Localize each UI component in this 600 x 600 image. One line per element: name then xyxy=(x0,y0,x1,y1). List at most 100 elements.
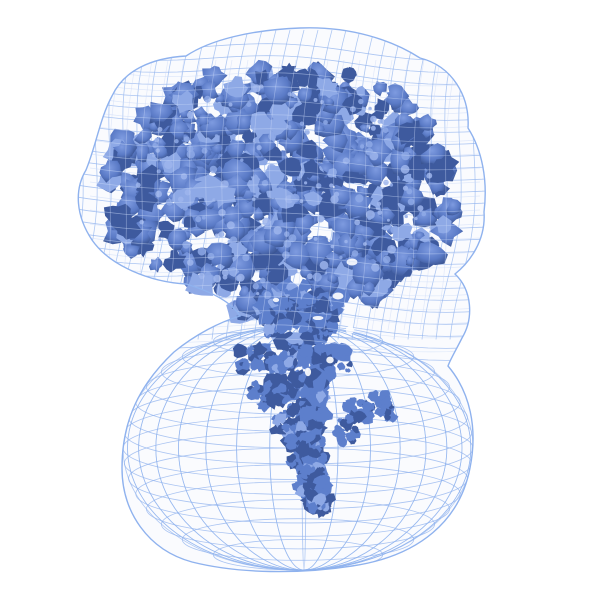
density-lobe xyxy=(381,186,392,198)
density-highlight xyxy=(304,129,310,135)
density-lobe xyxy=(308,450,314,458)
density-lobe xyxy=(419,113,437,131)
density-lobe xyxy=(384,413,392,421)
density-highlight xyxy=(156,169,161,174)
density-lobe xyxy=(194,208,225,231)
density-highlight xyxy=(184,189,191,196)
mesh-front-column-line xyxy=(435,59,457,331)
density-highlight xyxy=(252,84,261,93)
density-highlight xyxy=(367,215,372,221)
density-lobe xyxy=(356,85,365,96)
density-highlight xyxy=(406,188,413,195)
density-lobe xyxy=(366,402,376,412)
density-lobe xyxy=(354,410,367,424)
density-highlight xyxy=(209,165,218,174)
density-lobe xyxy=(386,170,398,185)
density-lobe xyxy=(379,278,392,292)
mesh-front-row-line xyxy=(89,209,481,227)
density-highlight xyxy=(252,283,259,290)
density-lobe xyxy=(253,383,261,391)
density-lobe xyxy=(297,87,313,103)
mesh-front-row-line xyxy=(89,167,481,185)
density-highlight xyxy=(183,136,190,143)
density-lobe xyxy=(337,417,343,423)
density-highlight xyxy=(288,234,297,243)
mesh-front-column-line xyxy=(323,59,345,331)
density-lobe xyxy=(334,427,340,433)
density-lobe xyxy=(285,332,305,346)
density-lobe xyxy=(263,394,278,410)
density-void xyxy=(332,292,344,300)
density-highlight xyxy=(360,144,365,149)
mesh-front-column-line xyxy=(243,59,265,331)
density-lobe xyxy=(269,422,288,435)
density-highlight xyxy=(330,244,334,249)
density-lobe xyxy=(295,213,315,236)
density-lobe xyxy=(268,354,277,364)
density-lobe xyxy=(327,168,337,179)
density-highlight xyxy=(240,158,244,162)
density-lobe xyxy=(305,356,312,365)
density-lobe xyxy=(327,272,338,284)
density-lobe xyxy=(272,187,297,209)
mesh-front-row-line xyxy=(89,139,481,157)
mesh-front-column-line xyxy=(355,59,377,331)
mesh-column-line xyxy=(421,29,459,340)
mesh-front-row-line xyxy=(89,153,481,171)
density-lobe xyxy=(246,180,262,196)
density-lobe xyxy=(345,399,356,409)
density-highlight xyxy=(284,231,290,237)
density-highlight xyxy=(334,191,340,197)
density-highlight xyxy=(351,250,359,257)
density-lobe xyxy=(405,255,414,266)
density-lobe xyxy=(380,403,387,410)
density-lobe xyxy=(162,249,187,273)
density-highlight xyxy=(174,139,179,144)
density-lobe xyxy=(256,400,266,410)
density-lobe xyxy=(286,453,297,463)
density-lobe xyxy=(304,237,334,267)
density-lobe xyxy=(211,143,223,155)
density-void xyxy=(272,297,280,303)
density-highlight xyxy=(404,214,408,219)
density-lobe xyxy=(122,245,141,259)
density-lobe xyxy=(286,386,299,399)
density-lobe xyxy=(341,418,348,426)
density-highlight xyxy=(274,108,282,115)
density-highlight xyxy=(165,198,173,206)
density-highlight xyxy=(182,205,188,211)
density-highlight xyxy=(256,145,262,151)
density-highlight xyxy=(228,102,233,107)
density-highlight xyxy=(304,181,308,185)
density-highlight xyxy=(377,210,383,216)
density-lobe xyxy=(350,405,358,413)
density-lobe xyxy=(321,308,340,329)
density-highlight xyxy=(290,92,295,97)
density-highlight xyxy=(135,182,141,188)
density-highlight xyxy=(402,185,409,191)
density-lobe xyxy=(352,256,385,288)
density-highlight xyxy=(283,239,292,248)
density-highlight xyxy=(370,115,377,123)
density-lobe xyxy=(278,126,304,154)
density-lobe xyxy=(286,405,300,418)
density-lobe xyxy=(314,124,325,135)
density-lobe xyxy=(412,207,438,228)
density-lobe xyxy=(171,90,194,114)
density-highlight xyxy=(237,244,245,252)
density-lobe xyxy=(323,329,330,337)
density-highlight xyxy=(339,255,343,260)
density-highlight xyxy=(323,120,328,125)
density-highlight xyxy=(259,277,266,284)
mesh-front-row-line xyxy=(89,265,481,283)
mesh-front-row-line xyxy=(89,69,481,87)
density-highlight xyxy=(380,119,386,124)
density-lobe xyxy=(371,396,381,405)
mesh-front-column-line xyxy=(195,59,217,331)
density-lobe xyxy=(312,475,329,490)
density-lobe xyxy=(258,307,275,326)
density-highlight xyxy=(214,134,219,138)
density-highlight xyxy=(417,205,424,212)
density-lobe xyxy=(415,241,448,266)
density-lobe xyxy=(246,389,257,401)
